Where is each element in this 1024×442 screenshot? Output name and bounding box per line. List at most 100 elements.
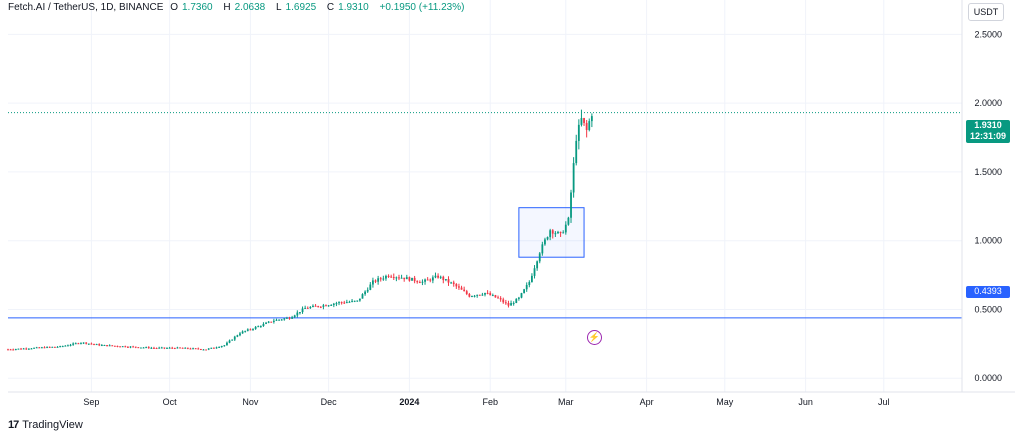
candle-body	[134, 346, 137, 348]
candle-body	[549, 230, 552, 238]
candle-body	[9, 349, 12, 351]
candle-body	[517, 297, 520, 299]
low-value: 1.6925	[285, 2, 317, 13]
open-value: 1.7360	[182, 2, 213, 13]
candle-body	[301, 308, 304, 313]
candle-body	[531, 275, 533, 283]
candle-body	[257, 326, 260, 328]
candle-body	[455, 284, 458, 287]
candle-body	[163, 347, 166, 349]
candle-body	[85, 342, 88, 344]
candle-body	[465, 291, 468, 294]
candle-body	[372, 280, 374, 285]
candle-body	[395, 277, 398, 279]
candle-body	[199, 349, 202, 351]
high-label: H	[223, 2, 231, 13]
x-tick-label: Dec	[321, 397, 338, 407]
x-tick-label: Feb	[482, 397, 498, 407]
candle-body	[512, 302, 515, 304]
candle-body	[181, 347, 184, 349]
candle-body	[507, 302, 510, 306]
candle-body	[51, 346, 54, 348]
candle-body	[129, 346, 132, 348]
candle-body	[194, 348, 197, 350]
candle-body	[473, 295, 476, 297]
candle-body	[241, 331, 244, 334]
candle-body	[119, 346, 121, 348]
x-tick-label: Nov	[242, 397, 259, 407]
x-tick-label: Apr	[640, 397, 654, 407]
candle-body	[145, 347, 148, 349]
candle-body	[325, 305, 327, 307]
candle-body	[121, 346, 124, 348]
candle-body	[471, 296, 473, 298]
candle-body	[288, 317, 291, 319]
candle-body	[322, 305, 325, 307]
last-price-value: 1.9310	[974, 120, 1002, 130]
candle-body	[525, 284, 528, 290]
candle-body	[544, 239, 546, 245]
symbol-title[interactable]: Fetch.AI / TetherUS, 1D, BINANCE	[8, 2, 164, 13]
candle-body	[562, 232, 565, 234]
candle-body	[351, 300, 353, 302]
candle-body	[345, 302, 348, 304]
x-tick-label: May	[716, 397, 734, 407]
candle-body	[171, 347, 174, 349]
candle-body	[254, 326, 257, 329]
candle-body	[77, 343, 80, 345]
candle-body	[124, 346, 127, 348]
candle-body	[421, 281, 424, 283]
drawing-layer[interactable]	[8, 112, 962, 319]
candle-body	[30, 348, 33, 350]
candle-body	[56, 346, 59, 348]
candle-body	[220, 346, 223, 348]
candle-body	[424, 279, 426, 282]
candle-body	[538, 253, 541, 262]
candle-body	[523, 289, 526, 294]
candle-body	[132, 346, 135, 348]
candle-body	[343, 302, 346, 304]
candle-body	[559, 231, 562, 233]
candle-body	[67, 345, 69, 347]
candle-body	[364, 291, 367, 295]
tradingview-logo-icon: 17	[8, 419, 19, 431]
candle-body	[374, 280, 377, 282]
y-tick-label: 0.0000	[974, 373, 1002, 383]
candle-body	[468, 293, 471, 297]
candle-body	[400, 277, 403, 279]
x-tick-label: Oct	[163, 397, 178, 407]
candle-body	[80, 342, 82, 344]
candle-body	[426, 279, 429, 281]
close-label: C	[326, 2, 335, 13]
candle-body	[153, 347, 155, 349]
candle-body	[332, 303, 335, 305]
brand-name: TradingView	[22, 419, 83, 431]
candle-body	[33, 347, 35, 349]
candle-body	[408, 277, 411, 281]
axes: 0.0000 0.5000 1.0000 1.5000 2.0000 2.5000 Sep O…	[8, 0, 1015, 407]
tradingview-brand[interactable]: 17 TradingView	[8, 419, 83, 431]
candle-body	[309, 306, 312, 309]
candle-body	[358, 298, 361, 301]
candle-body	[330, 304, 333, 306]
candle-body	[458, 286, 460, 288]
candle-body	[126, 346, 129, 348]
x-tick-label: 2024	[399, 397, 419, 407]
candle-body	[272, 320, 275, 322]
candle-body	[98, 344, 101, 346]
candle-body	[463, 289, 466, 292]
candle-body	[202, 349, 205, 351]
candle-body	[184, 347, 187, 349]
candle-body	[69, 344, 72, 346]
candle-body	[82, 342, 85, 344]
candle-body	[533, 268, 536, 276]
candle-body	[142, 347, 145, 349]
flash-event-icon[interactable]: ⚡	[587, 330, 602, 345]
candle-body	[59, 346, 62, 348]
candle-body	[460, 287, 463, 290]
open-label: O	[170, 2, 178, 13]
currency-unit-button[interactable]: USDT	[968, 3, 1004, 21]
candle-body	[278, 319, 280, 321]
candle-body	[48, 346, 51, 348]
